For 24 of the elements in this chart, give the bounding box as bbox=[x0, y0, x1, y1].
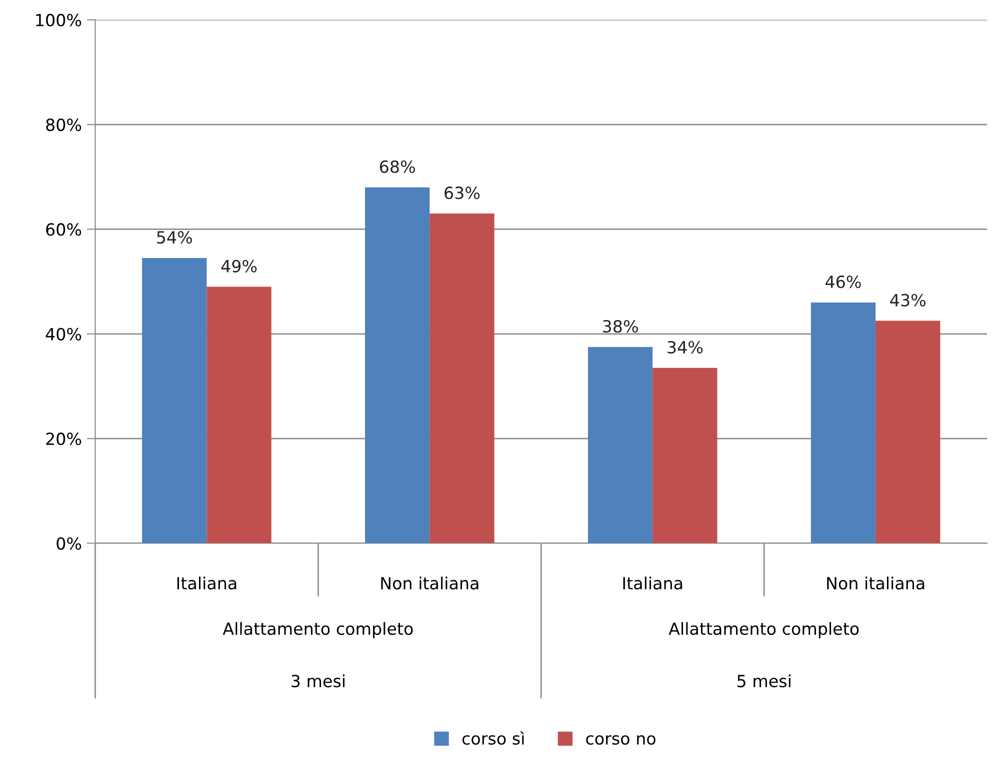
data-label: 43% bbox=[890, 294, 926, 306]
x-tick-label: Italiana bbox=[177, 576, 236, 590]
x-tick-label: Non italiana bbox=[381, 576, 478, 590]
legend-label: corso no bbox=[586, 735, 656, 745]
data-label: 54% bbox=[157, 231, 192, 244]
data-label: 34% bbox=[668, 340, 703, 354]
text: 5 mesi bbox=[738, 674, 790, 688]
y-tick-label: 80% bbox=[46, 118, 82, 132]
y-tick-label: 40% bbox=[46, 328, 82, 340]
text: Allattamento completo bbox=[222, 622, 413, 638]
legend-label: corso sì bbox=[462, 731, 524, 745]
x-tick-label: Italiana bbox=[623, 576, 682, 590]
data-label: 68% bbox=[380, 160, 415, 173]
y-tick-label: 100% bbox=[36, 14, 82, 26]
data-label: 63% bbox=[444, 186, 480, 200]
data-label: 46% bbox=[826, 276, 861, 288]
data-label: 49% bbox=[221, 260, 257, 272]
text: 3 mesi bbox=[292, 674, 344, 688]
x-tick-label: Non italiana bbox=[827, 576, 924, 590]
y-tick-label: 0% bbox=[56, 537, 82, 550]
y-tick-label: 20% bbox=[46, 432, 82, 446]
text: Allattamento completo bbox=[668, 622, 859, 638]
y-tick-label: 60% bbox=[46, 223, 82, 236]
data-label: 38% bbox=[603, 320, 638, 333]
